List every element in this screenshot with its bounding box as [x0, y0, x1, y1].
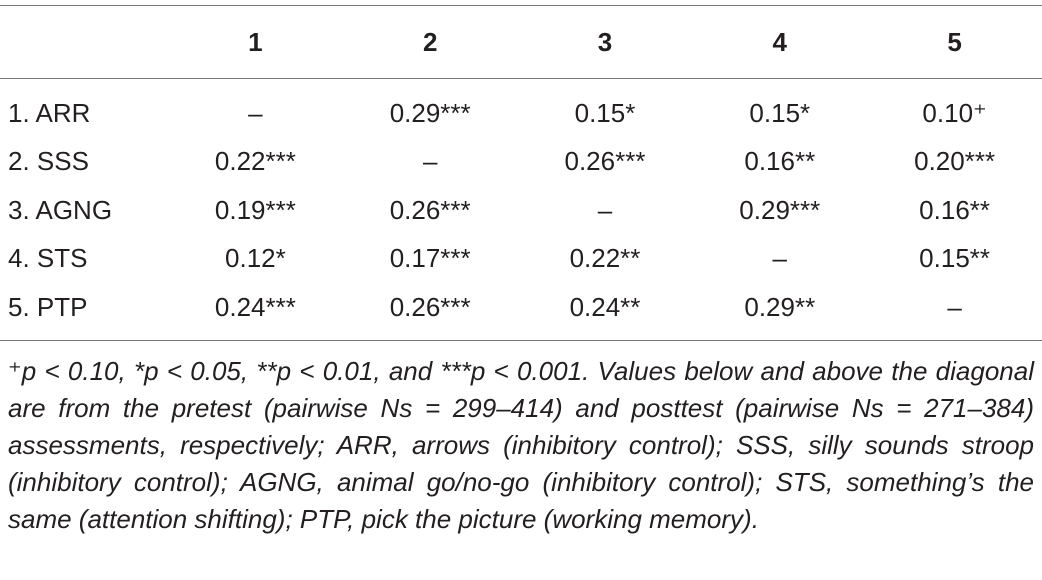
row-label: 4. STS — [8, 243, 88, 274]
column-header: 3 — [597, 26, 613, 57]
cell: 0.29*** — [389, 97, 471, 128]
cell: 0.19*** — [214, 194, 296, 225]
correlation-table: 1 2 3 4 5 1. ARR – 0.29*** 0.15* 0.15* 0.10⁺ 2. SS… — [0, 5, 1042, 341]
cell: 0.22*** — [214, 146, 296, 177]
cell: – — [947, 291, 962, 322]
column-header: 4 — [772, 26, 788, 57]
table-row: 2. SSS 0.22*** – 0.26*** 0.16** 0.20*** — [0, 138, 1042, 187]
cell: 0.26*** — [389, 194, 471, 225]
header-row: 1 2 3 4 5 — [0, 5, 1042, 79]
cell: 0.29*** — [739, 194, 821, 225]
cell: 0.29** — [744, 291, 816, 322]
row-label: 5. PTP — [8, 291, 88, 322]
cell: – — [248, 97, 263, 128]
cell: – — [422, 146, 438, 177]
cell: 0.26*** — [389, 291, 471, 322]
cell: 0.15* — [749, 97, 811, 128]
column-header: 1 — [248, 26, 263, 57]
cell: 0.16** — [744, 146, 816, 177]
cell: 0.26*** — [564, 146, 646, 177]
cell: – — [772, 243, 788, 274]
table-row: 5. PTP 0.24*** 0.26*** 0.24** 0.29** – — [0, 283, 1042, 340]
cell: 0.22** — [569, 243, 641, 274]
table-row: 3. AGNG 0.19*** 0.26*** – 0.29*** 0.16** — [0, 186, 1042, 235]
cell: – — [597, 194, 613, 225]
row-label: 1. ARR — [8, 97, 91, 128]
row-label: 3. AGNG — [8, 194, 113, 225]
cell: 0.12* — [225, 243, 286, 274]
cell: 0.24** — [569, 291, 641, 322]
footnote: ⁺p < 0.10, *p < 0.05, **p < 0.01, and **… — [8, 356, 1034, 534]
row-label: 2. SSS — [8, 146, 89, 177]
cell: 0.16** — [919, 194, 991, 225]
cell: 0.15** — [919, 243, 991, 274]
cell: 0.24*** — [214, 291, 296, 322]
cell: 0.10⁺ — [922, 97, 987, 128]
cell: 0.20*** — [914, 146, 996, 177]
table-row: 1. ARR – 0.29*** 0.15* 0.15* 0.10⁺ — [0, 79, 1042, 138]
table-body: 1. ARR – 0.29*** 0.15* 0.15* 0.10⁺ 2. SSS 0.22*… — [0, 79, 1042, 340]
column-header: 5 — [947, 26, 962, 57]
cell: 0.15* — [574, 97, 636, 128]
cell: 0.17*** — [389, 243, 471, 274]
column-header: 2 — [422, 26, 438, 57]
table-row: 4. STS 0.12* 0.17*** 0.22** – 0.15** — [0, 235, 1042, 284]
corner — [0, 6, 168, 79]
